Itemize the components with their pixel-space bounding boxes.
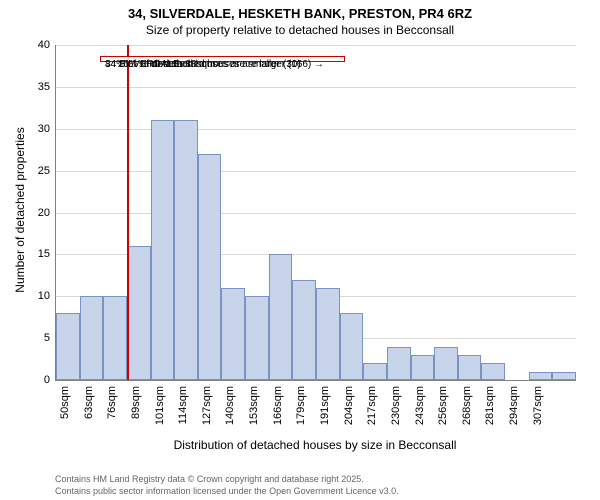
histogram-bar xyxy=(198,154,222,380)
xtick-label: 127sqm xyxy=(201,386,213,436)
histogram-bar xyxy=(174,120,198,380)
ytick-label: 30 xyxy=(25,123,50,135)
plot-area xyxy=(55,45,576,381)
ytick-label: 5 xyxy=(25,332,50,344)
histogram-bar xyxy=(529,372,553,380)
ytick-label: 15 xyxy=(25,248,50,260)
histogram-bar xyxy=(221,288,245,380)
ytick-label: 35 xyxy=(25,81,50,93)
histogram-bar xyxy=(269,254,293,380)
xtick-label: 153sqm xyxy=(248,386,260,436)
histogram-bar xyxy=(80,296,104,380)
histogram-bar xyxy=(292,280,316,381)
histogram-bar xyxy=(340,313,364,380)
property-marker-line xyxy=(127,45,129,380)
gridline xyxy=(56,129,576,130)
chart-container: 34, SILVERDALE, HESKETH BANK, PRESTON, P… xyxy=(0,0,600,500)
xtick-label: 179sqm xyxy=(295,386,307,436)
footer-line-2: Contains public sector information licen… xyxy=(55,486,399,496)
xtick-label: 243sqm xyxy=(414,386,426,436)
xtick-label: 140sqm xyxy=(224,386,236,436)
xtick-label: 217sqm xyxy=(366,386,378,436)
gridline xyxy=(56,87,576,88)
annotation-box: 34 SILVERDALE: 88sqm ← 15% of detached h… xyxy=(100,56,345,62)
histogram-bar xyxy=(387,347,411,381)
footer-line-1: Contains HM Land Registry data © Crown c… xyxy=(55,474,364,484)
chart-title-2: Size of property relative to detached ho… xyxy=(0,23,600,37)
x-axis-label: Distribution of detached houses by size … xyxy=(55,438,575,452)
xtick-label: 268sqm xyxy=(461,386,473,436)
xtick-label: 63sqm xyxy=(83,386,95,436)
histogram-bar xyxy=(481,363,505,380)
chart-title-1: 34, SILVERDALE, HESKETH BANK, PRESTON, P… xyxy=(0,6,600,21)
histogram-bar xyxy=(363,363,387,380)
xtick-label: 191sqm xyxy=(319,386,331,436)
histogram-bar xyxy=(316,288,340,380)
xtick-label: 294sqm xyxy=(508,386,520,436)
histogram-bar xyxy=(458,355,482,380)
ytick-label: 25 xyxy=(25,165,50,177)
xtick-label: 114sqm xyxy=(177,386,189,436)
xtick-label: 230sqm xyxy=(390,386,402,436)
ytick-label: 10 xyxy=(25,290,50,302)
xtick-label: 256sqm xyxy=(437,386,449,436)
histogram-bar xyxy=(127,246,151,380)
histogram-bar xyxy=(552,372,576,380)
xtick-label: 281sqm xyxy=(484,386,496,436)
xtick-label: 307sqm xyxy=(532,386,544,436)
xtick-label: 76sqm xyxy=(106,386,118,436)
xtick-label: 204sqm xyxy=(343,386,355,436)
ytick-label: 20 xyxy=(25,207,50,219)
histogram-bar xyxy=(245,296,269,380)
gridline xyxy=(56,171,576,172)
ytick-label: 0 xyxy=(25,374,50,386)
gridline xyxy=(56,213,576,214)
xtick-label: 101sqm xyxy=(154,386,166,436)
gridline xyxy=(56,45,576,46)
histogram-bar xyxy=(434,347,458,381)
xtick-label: 166sqm xyxy=(272,386,284,436)
histogram-bar xyxy=(151,120,175,380)
histogram-bar xyxy=(103,296,127,380)
ytick-label: 40 xyxy=(25,39,50,51)
histogram-bar xyxy=(56,313,80,380)
histogram-bar xyxy=(411,355,435,380)
xtick-label: 50sqm xyxy=(59,386,71,436)
annotation-line-3: 84% of semi-detached houses are larger (… xyxy=(105,59,324,70)
xtick-label: 89sqm xyxy=(130,386,142,436)
